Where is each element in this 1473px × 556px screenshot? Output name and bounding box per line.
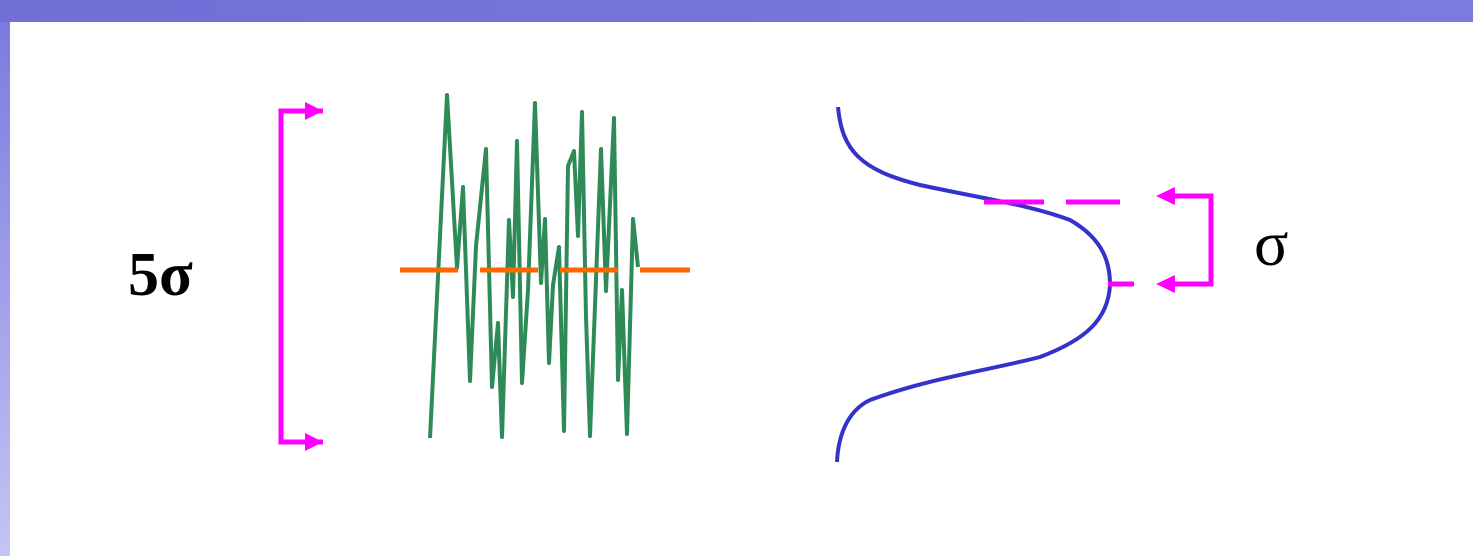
sigma-bottom-arrowhead xyxy=(1156,275,1175,293)
title-bar xyxy=(0,0,1473,22)
bracket-bottom-arrowhead xyxy=(305,433,323,451)
distribution-curve xyxy=(835,106,1113,463)
bracket-top-arrowhead xyxy=(305,102,323,120)
sigma-label: σ xyxy=(1254,208,1289,279)
five-sigma-bracket xyxy=(278,102,323,451)
sigma-bracket xyxy=(1156,187,1214,293)
sigma-top-arrowhead xyxy=(1156,187,1175,205)
noise-signal-line xyxy=(428,93,640,439)
five-sigma-label: 5σ xyxy=(128,241,193,309)
side-bar xyxy=(0,22,10,556)
